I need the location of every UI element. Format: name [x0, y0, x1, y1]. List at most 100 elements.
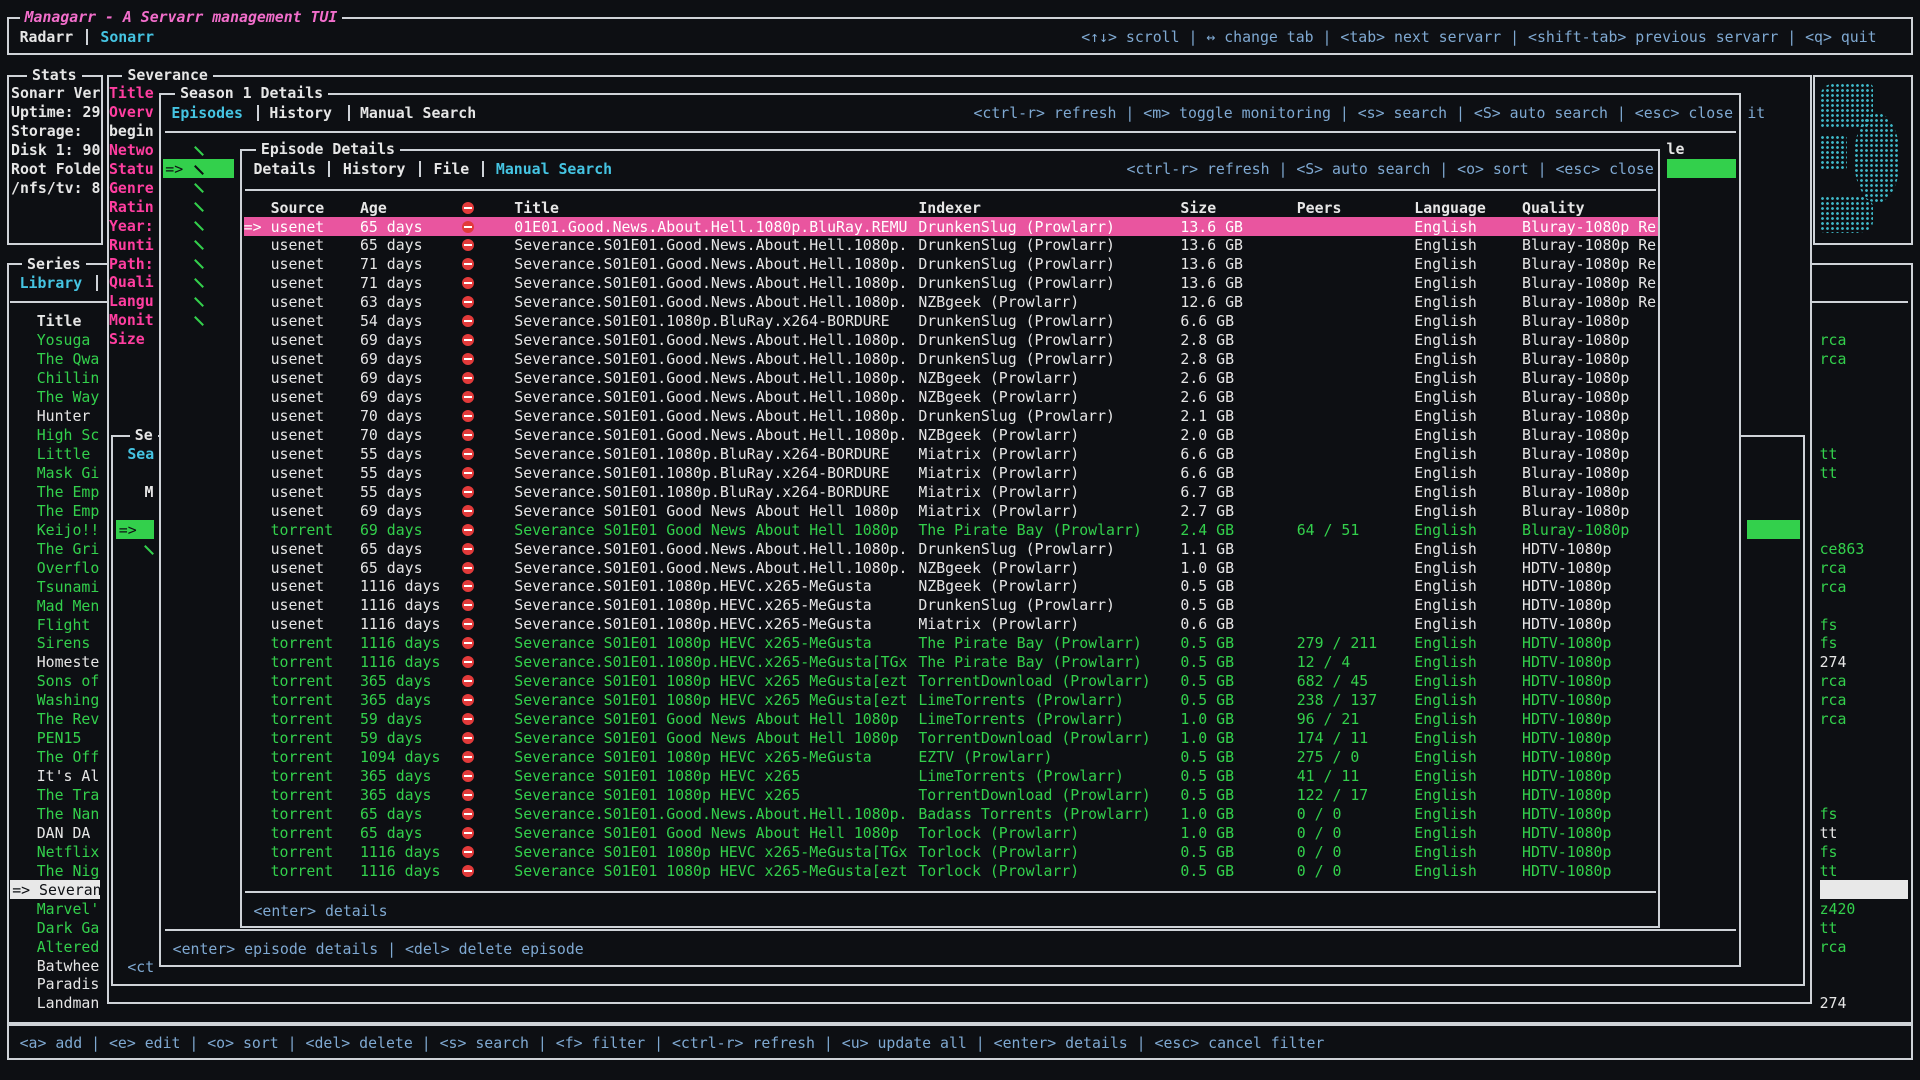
release-cell[interactable]: torrent: [270, 634, 334, 653]
release-cell[interactable]: Bluray-1080p: [1522, 369, 1630, 388]
release-cell[interactable]: Severance.S01E01.Good.News.About.Hell.10…: [514, 406, 908, 425]
release-cell[interactable]: 1.0 GB: [1180, 728, 1235, 747]
release-cell[interactable]: Bluray-1080p Re: [1522, 293, 1657, 312]
release-cell[interactable]: TorrentDownload (Prowlarr): [918, 785, 1151, 804]
release-cell[interactable]: 365 days: [360, 672, 432, 691]
series-title[interactable]: Sirens: [36, 634, 91, 653]
release-cell[interactable]: 64 / 51: [1296, 520, 1360, 539]
release-cell[interactable]: 2.7 GB: [1180, 501, 1235, 520]
release-cell[interactable]: English: [1414, 463, 1477, 482]
release-cell[interactable]: 1116 days: [360, 842, 441, 861]
release-cell[interactable]: DrunkenSlug (Prowlarr): [918, 406, 1115, 425]
series-title[interactable]: Keijo!!: [36, 520, 100, 539]
release-cell[interactable]: English: [1414, 274, 1477, 293]
release-cell[interactable]: 1.0 GB: [1180, 823, 1235, 842]
release-cell[interactable]: 70 days: [360, 406, 423, 425]
release-cell[interactable]: Bluray-1080p: [1522, 501, 1630, 520]
release-cell[interactable]: English: [1414, 388, 1477, 407]
release-cell[interactable]: 65 days: [360, 236, 423, 255]
release-cell[interactable]: 0.5 GB: [1180, 842, 1235, 861]
release-cell[interactable]: 2.6 GB: [1180, 369, 1235, 388]
release-cell[interactable]: 1116 days: [360, 861, 441, 880]
release-cell[interactable]: English: [1414, 255, 1477, 274]
release-cell[interactable]: 1116 days: [360, 577, 441, 596]
release-cell[interactable]: usenet: [270, 425, 325, 444]
release-cell[interactable]: DrunkenSlug (Prowlarr): [918, 217, 1115, 236]
release-cell[interactable]: Severance.S01E01.1080p.BluRay.x264-BORDU…: [514, 312, 890, 331]
release-cell[interactable]: Badass Torrents (Prowlarr): [918, 804, 1151, 823]
release-cell[interactable]: English: [1414, 596, 1477, 615]
release-cell[interactable]: usenet: [270, 406, 325, 425]
release-cell[interactable]: 13.6 GB: [1180, 217, 1243, 236]
release-cell[interactable]: usenet: [270, 388, 325, 407]
series-title[interactable]: The Nan: [36, 804, 100, 823]
release-cell[interactable]: usenet: [270, 615, 325, 634]
release-cell[interactable]: English: [1414, 615, 1477, 634]
release-cell[interactable]: Bluray-1080p Re: [1522, 236, 1657, 255]
release-cell[interactable]: 2.1 GB: [1180, 406, 1235, 425]
release-cell[interactable]: English: [1414, 350, 1477, 369]
release-cell[interactable]: English: [1414, 691, 1477, 710]
series-title[interactable]: Paradis: [36, 975, 100, 994]
release-cell[interactable]: Bluray-1080p: [1522, 444, 1630, 463]
release-cell[interactable]: 01E01.Good.News.About.Hell.1080p.BluRay.…: [514, 217, 908, 236]
release-cell[interactable]: 70 days: [360, 425, 423, 444]
release-cell[interactable]: Severance S01E01 Good News About Hell 10…: [514, 501, 899, 520]
release-cell[interactable]: DrunkenSlug (Prowlarr): [918, 274, 1115, 293]
release-cell[interactable]: HDTV-1080p: [1522, 615, 1612, 634]
release-cell[interactable]: 2.0 GB: [1180, 425, 1235, 444]
release-cell[interactable]: HDTV-1080p: [1522, 634, 1612, 653]
series-title[interactable]: Netflix: [36, 842, 100, 861]
release-cell[interactable]: 12 / 4: [1296, 653, 1351, 672]
release-cell[interactable]: LimeTorrents (Prowlarr): [918, 691, 1124, 710]
release-cell[interactable]: usenet: [270, 558, 325, 577]
series-title[interactable]: Tsunami: [36, 577, 100, 596]
release-cell[interactable]: 69 days: [360, 501, 423, 520]
release-cell[interactable]: 6.6 GB: [1180, 444, 1235, 463]
release-cell[interactable]: 13.6 GB: [1180, 236, 1243, 255]
release-cell[interactable]: 1094 days: [360, 747, 441, 766]
release-cell[interactable]: DrunkenSlug (Prowlarr): [918, 236, 1115, 255]
release-cell[interactable]: Severance S01E01 1080p HEVC x265 MeGusta…: [514, 691, 908, 710]
release-cell[interactable]: torrent: [270, 747, 334, 766]
release-cell[interactable]: torrent: [270, 842, 334, 861]
release-cell[interactable]: 69 days: [360, 369, 423, 388]
release-cell[interactable]: Miatrix (Prowlarr): [918, 615, 1080, 634]
release-cell[interactable]: usenet: [270, 577, 325, 596]
release-cell[interactable]: English: [1414, 217, 1477, 236]
release-cell[interactable]: Severance S01E01 Good News About Hell 10…: [514, 823, 899, 842]
release-cell[interactable]: Severance S01E01 Good News About Hell 10…: [514, 710, 899, 729]
series-title[interactable]: High Sc: [36, 426, 100, 445]
series-title[interactable]: The Way: [36, 388, 100, 407]
release-cell[interactable]: 69 days: [360, 331, 423, 350]
release-cell[interactable]: 365 days: [360, 785, 432, 804]
release-cell[interactable]: usenet: [270, 539, 325, 558]
release-cell[interactable]: 69 days: [360, 350, 423, 369]
release-cell[interactable]: Severance.S01E01.Good.News.About.Hell.10…: [514, 350, 908, 369]
release-cell[interactable]: 1116 days: [360, 634, 441, 653]
release-cell[interactable]: torrent: [270, 710, 334, 729]
release-cell[interactable]: Severance S01E01 1080p HEVC x265: [514, 785, 801, 804]
release-cell[interactable]: 12.6 GB: [1180, 293, 1243, 312]
release-cell[interactable]: 0.5 GB: [1180, 747, 1235, 766]
release-cell[interactable]: English: [1414, 558, 1477, 577]
release-cell[interactable]: NZBgeek (Prowlarr): [918, 388, 1080, 407]
tab[interactable]: Sonarr: [100, 27, 155, 46]
release-cell[interactable]: Severance.S01E01.1080p.BluRay.x264-BORDU…: [514, 482, 890, 501]
release-cell[interactable]: English: [1414, 861, 1477, 880]
release-cell[interactable]: 63 days: [360, 293, 423, 312]
release-cell[interactable]: 65 days: [360, 804, 423, 823]
release-cell[interactable]: Bluray-1080p: [1522, 331, 1630, 350]
release-cell[interactable]: 2.6 GB: [1180, 388, 1235, 407]
release-cell[interactable]: Miatrix (Prowlarr): [918, 463, 1080, 482]
release-cell[interactable]: HDTV-1080p: [1522, 710, 1612, 729]
release-cell[interactable]: 65 days: [360, 823, 423, 842]
release-cell[interactable]: 13.6 GB: [1180, 255, 1243, 274]
release-cell[interactable]: Bluray-1080p: [1522, 425, 1630, 444]
release-cell[interactable]: usenet: [270, 596, 325, 615]
release-cell[interactable]: torrent: [270, 785, 334, 804]
release-cell[interactable]: Severance.S01E01.Good.News.About.Hell.10…: [514, 274, 908, 293]
release-cell[interactable]: English: [1414, 766, 1477, 785]
release-cell[interactable]: HDTV-1080p: [1522, 596, 1612, 615]
release-cell[interactable]: English: [1414, 842, 1477, 861]
